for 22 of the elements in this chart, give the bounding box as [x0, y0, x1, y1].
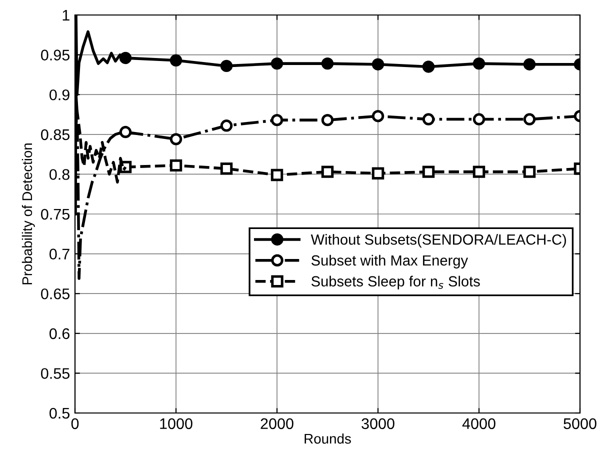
x-tick-label: 2000 — [260, 418, 294, 430]
y-tick-label: 0.5 — [50, 408, 70, 419]
y-tick-label: 0.85 — [41, 129, 70, 140]
legend-label: Subset with Max Energy — [311, 254, 468, 268]
x-axis-title: Rounds — [304, 433, 351, 444]
y-tick-label: 0.75 — [41, 208, 70, 220]
x-tick-label: 1000 — [160, 418, 192, 430]
x-tick-label: 0 — [71, 418, 79, 430]
y-tick-label: 0.65 — [41, 288, 70, 300]
x-tick-label: 5000 — [564, 418, 596, 430]
x-tick-label: 3000 — [362, 418, 394, 430]
y-axis-title: Probability of Detection — [22, 143, 35, 284]
legend-label: Subsets Sleep for n$_{s}$ Slots — [311, 276, 480, 290]
y-tick-label: 0.9 — [50, 89, 70, 100]
y-tick-label: 0.8 — [50, 169, 70, 180]
legend-label: Without Subsets(SENDORA/LEACH-C) — [310, 234, 566, 248]
x-tick-label: 4000 — [462, 418, 496, 430]
y-tick-label: 0.95 — [41, 50, 70, 60]
y-tick-label: 0.7 — [50, 248, 70, 260]
y-tick-label: 0.55 — [41, 368, 70, 379]
y-tick-label: 0.6 — [50, 328, 70, 340]
y-tick-label: 1 — [62, 10, 70, 21]
